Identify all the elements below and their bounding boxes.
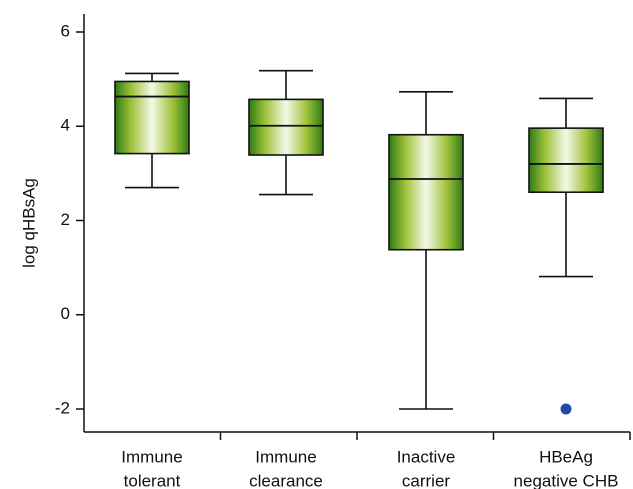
- outlier-point: [560, 403, 572, 415]
- box-series: [114, 69, 604, 410]
- interquartile-box: [388, 133, 464, 251]
- x-category-label: HBeAg: [539, 447, 593, 466]
- x-ticks: Immune tolerant Immune clearance Inactive car…: [121, 432, 631, 489]
- box-4: [528, 97, 604, 278]
- y-ticks: -2 0 2 4 6: [55, 21, 84, 417]
- outlier-points: [560, 403, 572, 415]
- x-category-label: carrier: [402, 471, 451, 489]
- x-category-label: Inactive: [397, 447, 456, 466]
- interquartile-box: [248, 98, 324, 156]
- axes: [83, 14, 630, 433]
- y-tick-label: -2: [55, 398, 70, 417]
- interquartile-box: [114, 80, 190, 155]
- y-tick-label: 2: [61, 210, 70, 229]
- x-category-label: Immune: [121, 447, 182, 466]
- interquartile-box: [528, 127, 604, 194]
- y-tick-label: 6: [61, 21, 70, 40]
- box-1: [114, 72, 190, 189]
- x-category-label: Immune: [255, 447, 316, 466]
- y-tick-label: 0: [61, 304, 70, 323]
- y-tick-label: 4: [61, 116, 70, 135]
- x-category-label: clearance: [249, 471, 323, 489]
- box-2: [248, 69, 324, 196]
- box-3: [388, 91, 464, 410]
- x-category-label: negative CHB: [514, 471, 619, 489]
- y-axis-title: log qHBsAg: [19, 178, 38, 268]
- x-category-label: tolerant: [124, 471, 181, 489]
